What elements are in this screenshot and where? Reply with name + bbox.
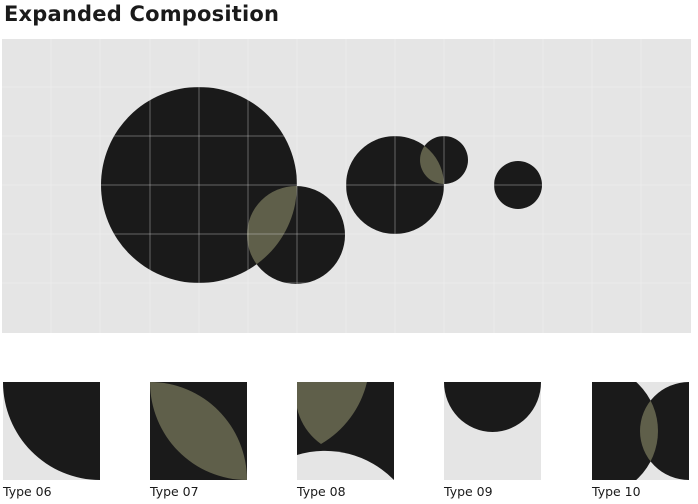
- tile-label-type-06: Type 06: [3, 484, 52, 499]
- composition-canvas: [2, 39, 691, 333]
- small-circle-far: [494, 161, 542, 209]
- tile-type-10: [592, 382, 689, 480]
- tile-type-06: [3, 382, 100, 480]
- tile-label-type-07: Type 07: [150, 484, 199, 499]
- grid-lines: [2, 39, 691, 333]
- tile-type-08: [297, 382, 394, 480]
- tile-label-type-08: Type 08: [297, 484, 346, 499]
- medium-circle-right: [346, 136, 444, 234]
- page-title: Expanded Composition: [4, 2, 280, 26]
- overlap-lens-large: [247, 186, 297, 283]
- tile-type-09: [444, 382, 541, 480]
- tile-type-07: [150, 382, 247, 480]
- tile-label-type-09: Type 09: [444, 484, 493, 499]
- tile-label-type-10: Type 10: [592, 484, 641, 499]
